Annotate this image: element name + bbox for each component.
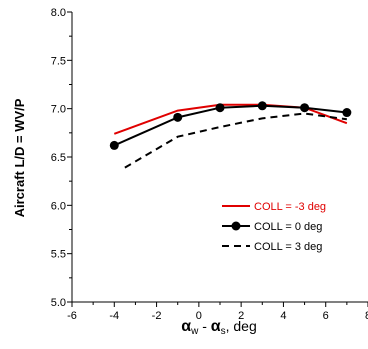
- data-point: [342, 108, 352, 118]
- x-tick-label: 6: [323, 310, 329, 322]
- legend-label: COLL = 3 deg: [254, 241, 322, 253]
- y-tick-label: 7.5: [51, 55, 66, 67]
- ticks: -6 -4 -2 0 2 4 6 8 5.0 5.5 6.0 6.5 7.0 7.5 8.0: [51, 7, 368, 322]
- y-tick-label: 5.5: [51, 249, 66, 261]
- series-line-2: [124, 112, 347, 169]
- y-tick-label: 7.0: [51, 104, 66, 116]
- y-tick-label: 6.0: [51, 200, 66, 212]
- y-tick-label: 8.0: [51, 7, 66, 19]
- legend-marker: [231, 221, 241, 231]
- x-axis-label: αw - αs, deg: [181, 318, 257, 337]
- y-axis-label: Aircraft L/D = WV/P: [12, 98, 27, 217]
- y-tick-label: 6.5: [51, 152, 66, 164]
- data-point: [300, 103, 310, 113]
- x-tick-label: -6: [67, 310, 77, 322]
- x-tick-label: -2: [152, 310, 162, 322]
- data-point: [173, 112, 183, 122]
- data-point: [257, 101, 267, 111]
- x-tick-label: 4: [280, 310, 286, 322]
- y-tick-label: 5.0: [51, 297, 66, 309]
- axes: [71, 12, 368, 303]
- x-tick-label: 8: [365, 310, 368, 322]
- x-axis-label-suffix: , deg: [226, 318, 257, 334]
- x-axis-label-sub-w: w: [190, 326, 199, 337]
- data-point: [215, 103, 225, 113]
- series-line-0: [113, 103, 348, 135]
- x-axis-label-alpha-1: α: [181, 318, 191, 335]
- x-tick-label: 0: [196, 310, 202, 322]
- x-axis-label-alpha-2: α: [211, 318, 221, 335]
- legend-label: COLL = -3 deg: [254, 201, 326, 213]
- x-tick-label: -4: [109, 310, 119, 322]
- legend: COLL = -3 deg COLL = 0 deg COLL = 3 deg: [222, 201, 326, 253]
- x-tick-label: 2: [238, 310, 244, 322]
- series-line-1: [113, 104, 347, 147]
- data-point: [109, 140, 119, 150]
- series-group: [109, 101, 352, 169]
- x-axis-label-minus: -: [198, 318, 210, 334]
- x-axis-label-sub-s: s: [221, 326, 226, 337]
- legend-label: COLL = 0 deg: [254, 221, 322, 233]
